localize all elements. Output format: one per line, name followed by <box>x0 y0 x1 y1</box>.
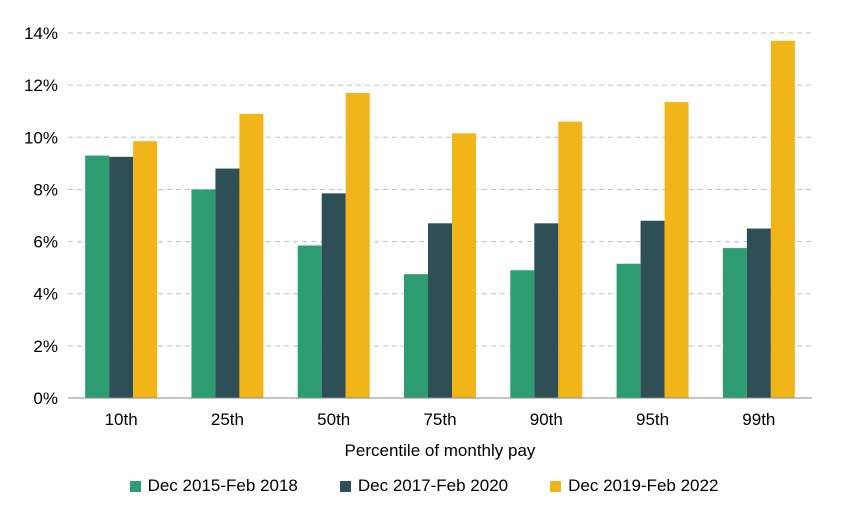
y-axis-ticks: 0% 2% 4% 6% 8% 10% 12% 14% <box>24 24 58 408</box>
x-tick-label: 90th <box>530 410 563 429</box>
x-tick-label: 10th <box>105 410 138 429</box>
bar-25th-series-2 <box>215 168 240 398</box>
x-tick-label: 75th <box>423 410 456 429</box>
bar-75th-series-2 <box>428 223 452 398</box>
y-tick-label: 2% <box>33 337 58 356</box>
bar-75th-series-3 <box>452 133 476 398</box>
bar-99th-series-2 <box>746 228 771 398</box>
y-tick-label: 8% <box>33 180 58 199</box>
bar-chart: 0% 2% 4% 6% 8% 10% 12% 14% 10th 25th 50th 75th 90th… <box>24 24 812 460</box>
legend-item: Dec 2017-Feb 2020 <box>339 476 509 496</box>
legend: Dec 2015-Feb 2018 Dec 2017-Feb 2020 Dec 20… <box>0 472 848 500</box>
x-tick-label: 99th <box>742 410 775 429</box>
y-tick-label: 14% <box>24 24 58 43</box>
bar-50th-series-2 <box>321 193 346 398</box>
x-axis-ticks: 10th 25th 50th 75th 90th 95th 99th <box>105 410 776 429</box>
bar-10th-series-1 <box>85 155 110 398</box>
bar-99th-series-1 <box>722 248 747 398</box>
bar-95th-series-1 <box>616 263 641 398</box>
bar-25th-series-3 <box>239 113 264 399</box>
x-axis-title: Percentile of monthly pay <box>345 441 536 460</box>
bar-95th-series-2 <box>640 220 665 398</box>
y-tick-label: 0% <box>33 389 58 408</box>
legend-swatch <box>550 480 562 492</box>
y-tick-label: 4% <box>33 285 58 304</box>
x-tick-label: 25th <box>211 410 244 429</box>
x-tick-label: 50th <box>317 410 350 429</box>
legend-item: Dec 2015-Feb 2018 <box>129 476 298 496</box>
bar-95th-series-3 <box>664 102 689 398</box>
y-tick-label: 10% <box>24 128 58 147</box>
legend-swatch <box>339 480 351 492</box>
legend-label: Dec 2017-Feb 2020 <box>357 476 509 495</box>
legend-label: Dec 2015-Feb 2018 <box>147 476 298 495</box>
bar-75th-series-1 <box>404 274 428 398</box>
bar-10th-series-2 <box>109 156 134 398</box>
bar-99th-series-3 <box>770 40 795 398</box>
x-tick-label: 95th <box>636 410 669 429</box>
bar-25th-series-1 <box>191 189 216 398</box>
bars <box>85 40 795 399</box>
y-tick-label: 12% <box>24 76 58 95</box>
bar-50th-series-3 <box>345 92 370 398</box>
bar-90th-series-2 <box>534 223 559 398</box>
legend-swatch <box>129 480 141 492</box>
bar-90th-series-1 <box>510 270 535 398</box>
bar-10th-series-3 <box>133 141 158 399</box>
legend-label: Dec 2019-Feb 2022 <box>568 476 719 495</box>
legend-item: Dec 2019-Feb 2022 <box>550 476 718 496</box>
bar-50th-series-1 <box>297 245 322 398</box>
bar-90th-series-3 <box>558 121 583 399</box>
y-tick-label: 6% <box>33 233 58 252</box>
